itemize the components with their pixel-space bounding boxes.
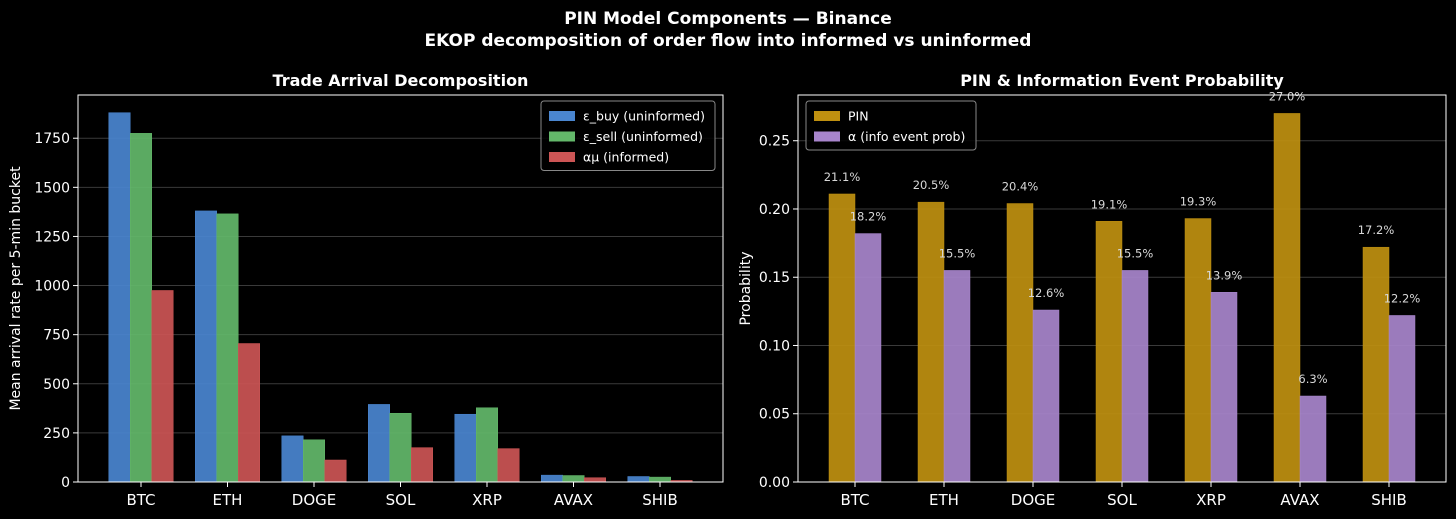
- x-tick-label: SOL: [1107, 491, 1137, 509]
- y-tick-label: 1250: [34, 229, 70, 245]
- y-axis-label: Probability: [738, 251, 754, 325]
- legend-swatch: [549, 152, 575, 162]
- bar-doge-1: [303, 439, 325, 483]
- x-tick-label: ETH: [929, 491, 959, 509]
- legend-box: [540, 100, 716, 171]
- value-label: 17.2%: [1358, 223, 1395, 237]
- bar-xrp-2: [497, 448, 520, 483]
- bar-sol-1: [1121, 270, 1149, 483]
- legend-swatch: [549, 131, 575, 142]
- x-tick-label: BTC: [126, 491, 155, 509]
- y-tick-label: 1000: [34, 279, 70, 295]
- value-label: 18.2%: [850, 210, 887, 224]
- panel-title: PIN & Information Event Probability: [960, 71, 1284, 90]
- value-label: 6.3%: [1298, 372, 1327, 386]
- bar-btc-0: [828, 193, 856, 483]
- axes-frame: [77, 94, 724, 483]
- bar-btc-0: [108, 112, 131, 483]
- legend-label: PIN: [848, 109, 869, 124]
- legend-label: α (info event prob): [848, 129, 965, 144]
- x-tick-label: SHIB: [1371, 491, 1407, 509]
- y-tick-label: 750: [43, 328, 70, 344]
- legend-label: ε_buy (uninformed): [583, 109, 705, 124]
- x-tick-label: SHIB: [642, 491, 678, 509]
- y-tick-label: 0: [61, 475, 70, 491]
- value-label: 20.5%: [913, 178, 950, 192]
- bar-shib-1: [649, 476, 671, 483]
- value-label: 27.0%: [1269, 89, 1306, 103]
- legend-swatch: [814, 111, 840, 121]
- x-tick-label: AVAX: [1280, 491, 1319, 509]
- y-tick-label: 250: [43, 426, 70, 442]
- bar-eth-1: [943, 270, 971, 483]
- bar-doge-1: [1032, 309, 1060, 483]
- x-tick-label: SOL: [386, 491, 416, 509]
- value-label: 19.1%: [1091, 197, 1128, 211]
- value-label: 15.5%: [939, 246, 976, 260]
- bar-avax-0: [1273, 113, 1301, 483]
- bar-sol-0: [1095, 221, 1123, 483]
- bar-btc-1: [130, 133, 152, 483]
- bar-xrp-0: [1184, 218, 1212, 483]
- bar-eth-2: [238, 343, 260, 483]
- value-label: 13.9%: [1206, 268, 1243, 282]
- x-tick-label: XRP: [1196, 491, 1226, 509]
- value-label: 12.6%: [1028, 286, 1065, 300]
- bar-doge-0: [281, 435, 304, 483]
- bar-eth-0: [195, 210, 217, 483]
- y-tick-label: 1500: [34, 180, 70, 196]
- bar-xrp-1: [1210, 292, 1238, 483]
- value-label: 20.4%: [1002, 180, 1039, 194]
- panel-title: Trade Arrival Decomposition: [273, 71, 529, 90]
- y-tick-label: 0.20: [759, 202, 790, 218]
- y-tick-label: 0.10: [759, 338, 790, 354]
- figure-title: PIN Model Components — Binance: [564, 9, 892, 29]
- value-label: 12.2%: [1384, 291, 1421, 305]
- value-label: 21.1%: [824, 170, 861, 184]
- legend-label: αμ (informed): [583, 150, 669, 165]
- bar-xrp-0: [454, 413, 477, 483]
- bar-xrp-1: [476, 407, 498, 483]
- axes-frame: [797, 94, 1447, 483]
- bar-avax-2: [584, 477, 606, 483]
- bar-eth-1: [216, 213, 239, 483]
- legend-swatch: [814, 131, 840, 142]
- bar-eth-0: [917, 201, 945, 483]
- pin-probability-panel: 0.00 0.05 0.10 0.15 0.20 0.25 21.1% 20.5% 20.4% 1…: [738, 71, 1447, 509]
- value-label: 19.3%: [1180, 195, 1217, 209]
- x-tick-label: BTC: [840, 491, 869, 509]
- bar-doge-0: [1006, 203, 1034, 483]
- bar-doge-2: [324, 459, 347, 483]
- bar-sol-0: [368, 404, 390, 483]
- y-tick-label: 1750: [34, 131, 70, 147]
- y-tick-label: 0.25: [759, 134, 790, 150]
- y-axis-label: Mean arrival rate per 5-min bucket: [8, 166, 24, 411]
- bar-sol-2: [411, 447, 433, 483]
- legend-label: ε_sell (uninformed): [583, 129, 703, 144]
- bar-avax-1: [562, 475, 585, 483]
- x-tick-label: DOGE: [1011, 491, 1055, 509]
- y-tick-label: 0.00: [759, 475, 790, 491]
- x-tick-label: AVAX: [554, 491, 593, 509]
- bar-avax-0: [541, 474, 563, 483]
- y-tick-label: 500: [43, 377, 70, 393]
- value-label: 15.5%: [1117, 246, 1154, 260]
- bar-btc-1: [854, 233, 882, 483]
- bar-sol-1: [389, 412, 412, 483]
- x-tick-label: DOGE: [292, 491, 336, 509]
- y-tick-label: 0.15: [759, 270, 790, 286]
- arrival-decomposition-panel: 0 250 500 750 1000 1250 1500 1750 BTC ETH DOGE SOL X…: [8, 71, 724, 509]
- legend-swatch: [549, 111, 575, 121]
- x-tick-label: ETH: [213, 491, 243, 509]
- x-tick-label: XRP: [472, 491, 502, 509]
- figure-subtitle: EKOP decomposition of order flow into in…: [425, 31, 1032, 51]
- bar-shib-1: [1388, 315, 1416, 483]
- bar-shib-0: [627, 476, 650, 483]
- bar-avax-1: [1299, 395, 1327, 483]
- y-tick-label: 0.05: [759, 407, 790, 423]
- bar-shib-0: [1362, 246, 1390, 483]
- legend-box: [805, 100, 977, 151]
- bar-btc-2: [151, 290, 174, 483]
